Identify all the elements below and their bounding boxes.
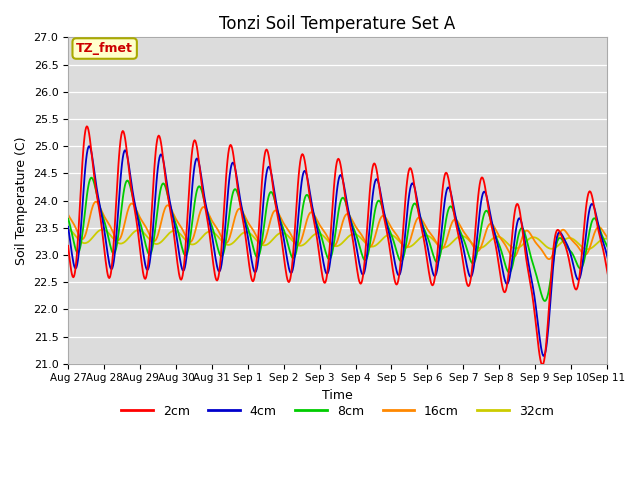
Legend: 2cm, 4cm, 8cm, 16cm, 32cm: 2cm, 4cm, 8cm, 16cm, 32cm (116, 400, 559, 423)
Y-axis label: Soil Temperature (C): Soil Temperature (C) (15, 136, 28, 265)
Title: Tonzi Soil Temperature Set A: Tonzi Soil Temperature Set A (220, 15, 456, 33)
Text: TZ_fmet: TZ_fmet (76, 42, 133, 55)
X-axis label: Time: Time (322, 389, 353, 402)
